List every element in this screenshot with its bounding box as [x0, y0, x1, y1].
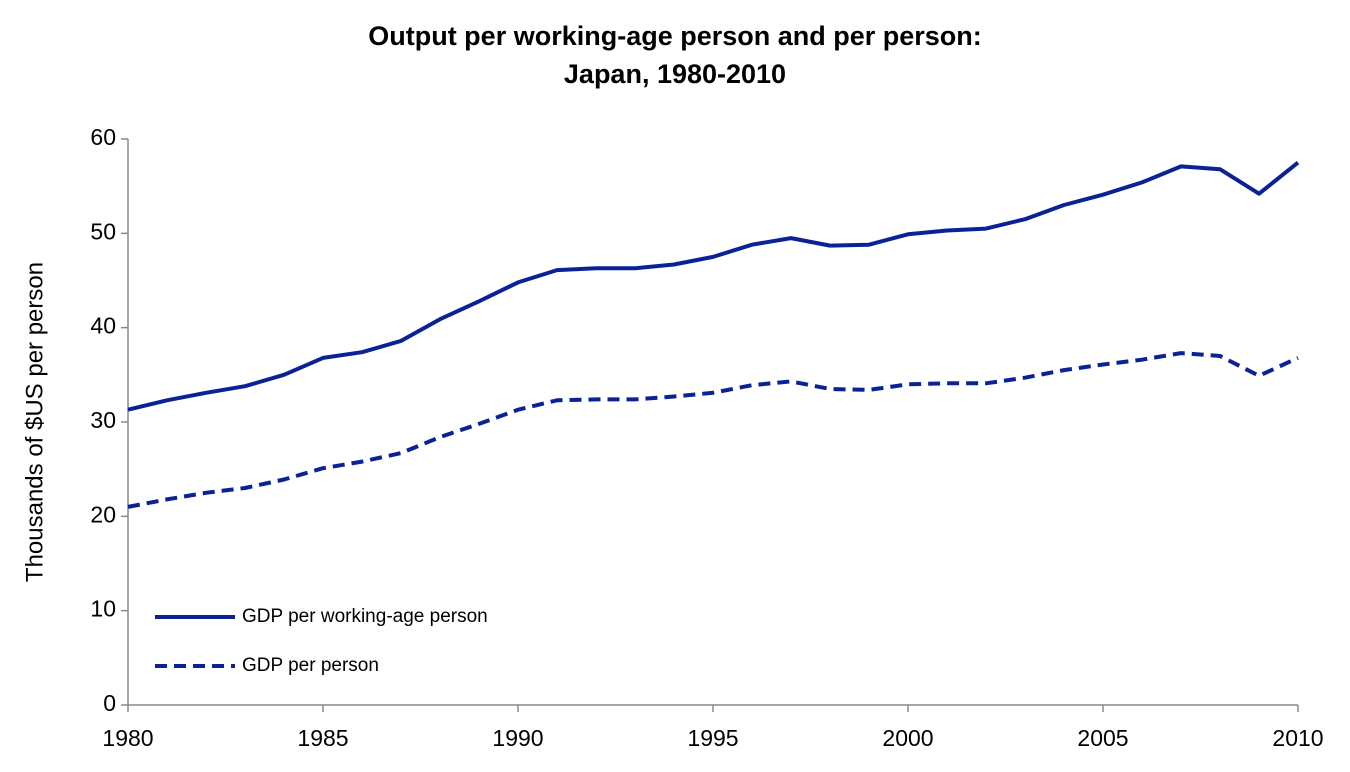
y-tick-label: 60 [90, 124, 116, 150]
line-series [127, 161, 1300, 412]
x-tick-label: 1995 [687, 725, 738, 751]
y-axis-title: Thousands of $US per person [21, 262, 48, 582]
chart-title: Japan, 1980-2010 [564, 59, 786, 89]
line-series [127, 351, 1299, 509]
x-tick-label: 2005 [1077, 725, 1128, 751]
x-tick-label: 1980 [102, 725, 153, 751]
y-tick-label: 50 [90, 218, 116, 244]
x-tick-label: 1985 [297, 725, 348, 751]
y-tick-label: 0 [103, 690, 116, 716]
y-tick-label: 20 [90, 501, 116, 527]
x-tick-label: 2010 [1272, 725, 1323, 751]
y-tick-label: 10 [90, 596, 116, 622]
x-tick-label: 1990 [492, 725, 543, 751]
legend-label: GDP per working-age person [242, 606, 488, 627]
x-tick-label: 2000 [882, 725, 933, 751]
y-tick-label: 30 [90, 407, 116, 433]
y-tick-label: 40 [90, 313, 116, 339]
chart-title: Output per working-age person and per pe… [368, 21, 982, 51]
legend-label: GDP per person [242, 655, 379, 676]
